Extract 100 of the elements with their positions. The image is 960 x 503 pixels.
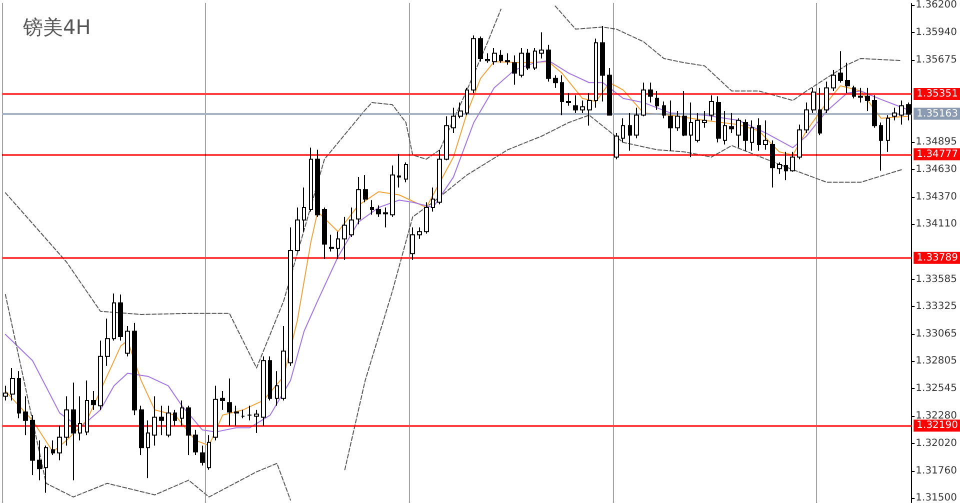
- candlestick: [566, 92, 571, 106]
- y-tick-label: 1.33325: [916, 301, 958, 312]
- y-tick-label: 1.34370: [916, 191, 958, 202]
- candlestick: [383, 206, 388, 228]
- candlestick: [275, 370, 279, 406]
- candlestick: [342, 216, 347, 260]
- candlestick: [689, 102, 693, 158]
- candlestick: [17, 370, 21, 419]
- candlestick: [736, 118, 741, 148]
- candlestick: [499, 50, 503, 64]
- candlestick: [471, 34, 476, 94]
- candlestick: [533, 48, 537, 71]
- y-tick-label: 1.31500: [916, 492, 958, 503]
- candlestick: [51, 440, 55, 456]
- ref-line-label: 1.32190: [916, 420, 958, 432]
- candlestick: [811, 87, 816, 114]
- candlestick: [702, 110, 707, 128]
- candlestick: [757, 118, 761, 152]
- candlestick: [186, 405, 191, 456]
- candlestick: [465, 87, 469, 116]
- candlestick: [173, 409, 177, 426]
- candlestick: [634, 107, 639, 139]
- candlestick: [376, 204, 381, 218]
- candlestick: [675, 110, 680, 132]
- candlestick: [492, 48, 497, 66]
- candlestick: [322, 206, 327, 260]
- candlestick: [125, 325, 130, 357]
- candlestick: [220, 390, 225, 410]
- candlestick: [417, 226, 422, 240]
- candlestick: [71, 382, 76, 481]
- line-series: [4, 8, 502, 368]
- candlestick: [309, 147, 313, 212]
- candlestick: [261, 356, 266, 426]
- candlestick: [146, 420, 150, 479]
- candlestick: [553, 74, 558, 88]
- candlestick: [329, 234, 334, 252]
- candlestick: [193, 429, 198, 456]
- candlestick: [587, 92, 592, 126]
- candlestick: [10, 367, 15, 401]
- candlestick: [621, 118, 625, 143]
- candlestick: [648, 82, 653, 104]
- candlestick: [207, 434, 211, 470]
- candlestick: [105, 318, 110, 366]
- candlestick: [600, 25, 605, 102]
- candlestick: [85, 380, 89, 436]
- candlestick: [30, 414, 35, 476]
- candlestick: [743, 118, 748, 152]
- candlestick: [180, 400, 184, 426]
- candlestick: [159, 405, 164, 436]
- candlestick: [315, 149, 320, 218]
- candlestick: [370, 200, 374, 216]
- candlestick: [573, 94, 578, 114]
- candlestick: [78, 396, 82, 441]
- y-tick-label: 1.33585: [916, 274, 958, 285]
- candlestick: [804, 102, 809, 134]
- candlestick: [695, 112, 700, 143]
- candlestick: [132, 322, 137, 416]
- ref-line-label: 1.35351: [916, 88, 958, 100]
- candlestick: [458, 102, 463, 119]
- candlestick: [628, 112, 632, 152]
- candlestick: [729, 112, 734, 134]
- candlestick: [899, 100, 904, 126]
- candlestick: [892, 107, 897, 121]
- candlestick: [295, 206, 300, 252]
- candlestick: [349, 206, 354, 238]
- candlestick: [852, 85, 856, 99]
- candlestick: [247, 405, 252, 421]
- line-series: [344, 114, 902, 470]
- candlestick: [539, 32, 544, 59]
- candlestick: [478, 36, 483, 62]
- candlestick: [118, 294, 123, 342]
- candlestick: [64, 396, 69, 446]
- ref-line-label: 1.33789: [916, 252, 958, 264]
- y-tick-label: 1.34895: [916, 136, 958, 148]
- candlestick: [356, 176, 361, 225]
- candlestick: [166, 405, 171, 438]
- candlestick: [241, 409, 245, 419]
- candlestick: [44, 445, 48, 494]
- candlestick: [268, 356, 272, 401]
- candlestick: [560, 74, 564, 116]
- candlestick: [112, 292, 116, 342]
- candlestick: [37, 440, 42, 481]
- line-series: [554, 6, 902, 101]
- candlestick: [139, 405, 144, 456]
- candlestick: [662, 101, 666, 119]
- candlestick: [512, 54, 517, 86]
- candlestick: [824, 81, 829, 114]
- candlestick: [3, 385, 8, 401]
- y-tick-label: 1.35940: [916, 26, 958, 38]
- candlestick: [682, 90, 687, 137]
- candlestick: [886, 114, 890, 152]
- candlestick: [879, 122, 883, 172]
- candlestick: [234, 405, 239, 426]
- candlestick: [437, 149, 442, 205]
- candlestick: [858, 87, 863, 104]
- candlestick: [23, 396, 28, 436]
- candlestick: [227, 378, 232, 426]
- candlestick: [213, 385, 218, 441]
- y-tick-label: 1.34630: [916, 164, 958, 176]
- candlestick: [363, 174, 368, 203]
